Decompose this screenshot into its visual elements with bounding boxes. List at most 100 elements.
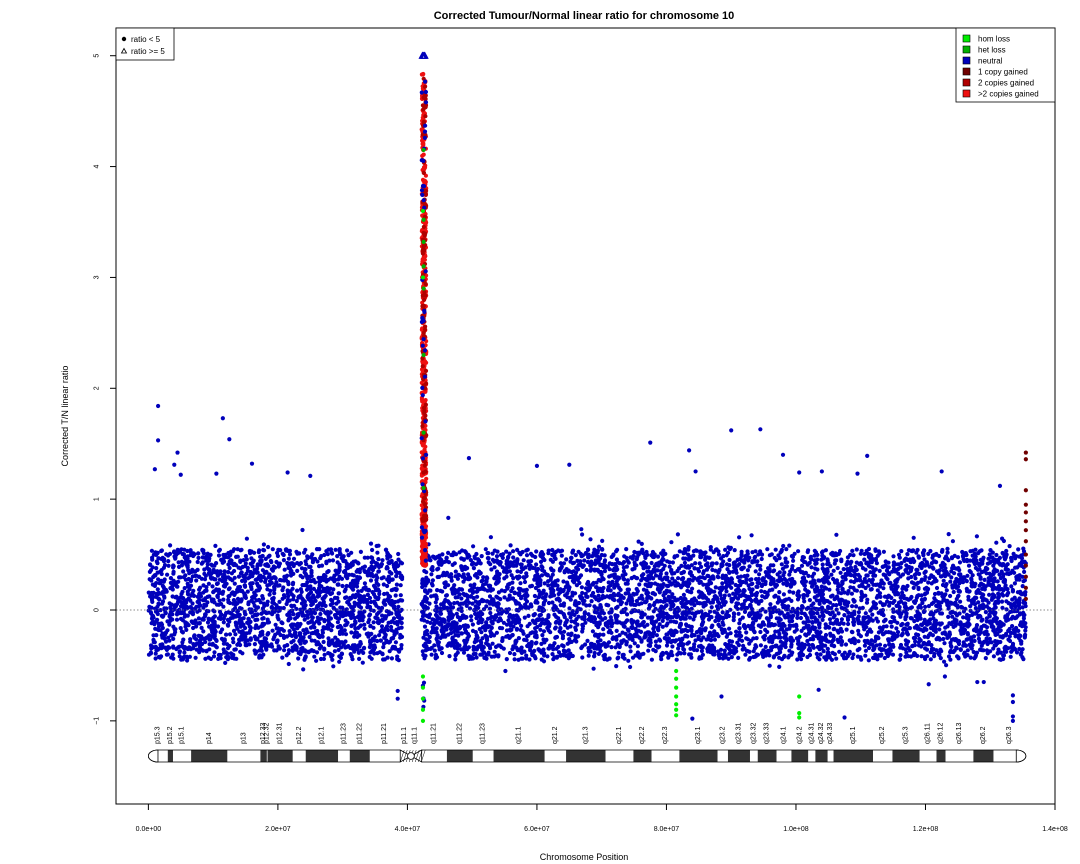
neutral-point — [550, 600, 555, 605]
neutral-point — [389, 656, 394, 661]
neutral-point — [773, 547, 778, 552]
neutral-point — [233, 632, 238, 637]
neutral-point — [344, 607, 349, 612]
neutral-point — [510, 615, 515, 621]
neutral-point — [805, 638, 810, 644]
neutral-point — [640, 547, 645, 552]
neutral-point — [281, 552, 286, 558]
neutral-point — [331, 664, 336, 669]
neutral-point — [471, 544, 476, 549]
neutral-point — [533, 656, 538, 661]
neutral-point — [226, 587, 231, 592]
neutral-point — [568, 624, 573, 629]
neutral-point — [229, 558, 234, 563]
neutral-point — [676, 650, 682, 655]
neutral-point — [394, 582, 399, 587]
neutral-point — [639, 639, 644, 644]
neutral-point — [226, 623, 231, 628]
neutral-point — [984, 619, 989, 624]
neutral-point — [946, 614, 951, 620]
neutral-point — [994, 552, 999, 558]
neutral-point — [653, 649, 658, 654]
neutral-point — [591, 590, 596, 596]
neutral-point — [311, 586, 316, 592]
neutral-point — [923, 591, 928, 596]
neutral-point — [537, 648, 542, 653]
neutral-point — [784, 583, 790, 588]
neutral-point — [325, 552, 330, 557]
neutral-point — [518, 581, 523, 586]
neutral-point — [274, 626, 279, 631]
neutral-point — [515, 547, 520, 553]
neutral-point — [767, 569, 772, 574]
neutral-point — [344, 583, 349, 589]
neutral-point — [182, 586, 187, 591]
neutral-point — [584, 603, 589, 608]
neutral-point — [650, 634, 655, 639]
neutral-point — [496, 654, 501, 659]
neutral-point — [657, 576, 662, 581]
neutral-point — [815, 552, 820, 558]
neutral-point — [890, 583, 895, 588]
neutral-point — [873, 582, 878, 588]
neutral-point — [580, 615, 585, 620]
neutral-point — [727, 557, 732, 563]
neutral-point — [452, 561, 457, 566]
neutral-point — [577, 575, 582, 580]
neutral-point — [387, 569, 392, 575]
neutral-point — [541, 629, 547, 634]
neutral-point — [556, 650, 562, 655]
neutral-point — [539, 620, 545, 626]
neutral-point — [500, 565, 505, 570]
neutral-point — [989, 640, 994, 645]
neutral-point — [843, 642, 849, 647]
neutral-point — [398, 593, 403, 598]
neutral-point — [809, 565, 814, 570]
neutral-point — [197, 634, 202, 639]
neutral-point — [1001, 588, 1006, 593]
neutral-point — [890, 652, 896, 657]
neutral-point — [501, 620, 506, 625]
neutral-point — [542, 581, 547, 586]
neutral-point — [1021, 657, 1026, 662]
neutral-point — [194, 578, 199, 583]
neutral-point — [585, 547, 591, 552]
neutral-point — [780, 566, 786, 571]
neutral-point — [208, 656, 213, 662]
neutral-point — [330, 601, 335, 606]
neutral-point — [850, 548, 855, 554]
neutral-point — [789, 598, 794, 604]
neutral-point — [856, 632, 861, 637]
neutral-point — [580, 626, 585, 631]
neutral-point — [340, 583, 345, 589]
neutral-point — [483, 547, 488, 552]
neutral-point — [357, 656, 362, 662]
neutral-point — [651, 630, 657, 635]
neutral-point — [530, 652, 535, 658]
neutral-point — [362, 626, 367, 631]
neutral-point — [451, 585, 456, 590]
neutral-point — [806, 642, 811, 647]
neutral-point — [233, 563, 239, 568]
neutral-point — [171, 636, 176, 642]
neutral-point — [570, 590, 575, 595]
neutral-point — [498, 618, 503, 623]
neutral-point — [220, 560, 225, 565]
neutral-point — [747, 564, 752, 569]
neutral-point — [223, 660, 228, 666]
neutral-point — [739, 549, 744, 554]
neutral-point — [537, 594, 542, 599]
neutral-point — [791, 590, 796, 595]
neutral-point — [285, 612, 290, 618]
neutral-point — [470, 628, 476, 634]
neutral-point — [831, 621, 836, 626]
neutral-point — [720, 615, 726, 620]
neutral-point — [616, 650, 621, 655]
neutral-point — [831, 603, 836, 608]
neutral-point — [541, 659, 547, 664]
neutral-point — [870, 612, 875, 617]
neutral-point — [396, 551, 401, 557]
neutral-point — [701, 571, 706, 576]
neutral-point — [981, 605, 986, 611]
neutral-point — [1000, 605, 1005, 610]
